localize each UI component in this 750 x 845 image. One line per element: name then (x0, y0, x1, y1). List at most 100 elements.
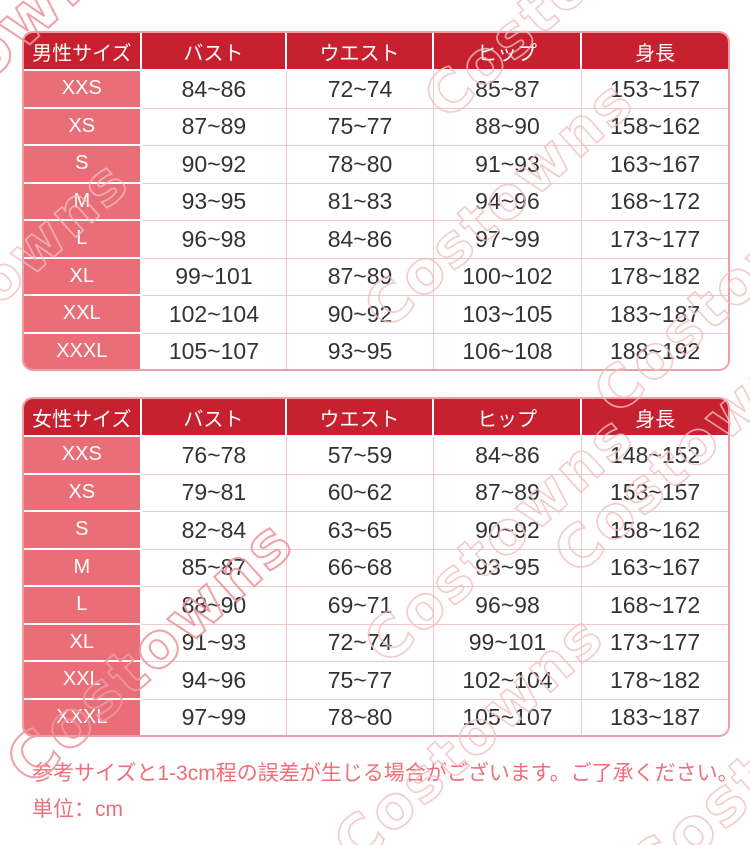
size-value-cell: 178~182 (582, 662, 728, 700)
size-value-cell: 97~99 (433, 221, 583, 259)
table-row: XL 91~93 72~74 99~101 173~177 (24, 624, 728, 662)
size-label-cell: XL (24, 624, 142, 662)
size-value-cell: 85~87 (141, 549, 288, 587)
table-title-cell: 男性サイズ (24, 33, 142, 71)
size-value-cell: 183~187 (582, 699, 728, 735)
size-label-cell: XXS (24, 71, 142, 109)
size-label-cell: L (24, 221, 142, 259)
size-value-cell: 81~83 (287, 183, 434, 221)
size-label-cell: XXXL (24, 699, 142, 735)
size-value-cell: 84~86 (141, 71, 288, 109)
size-value-cell: 163~167 (582, 549, 728, 587)
size-value-cell: 72~74 (287, 624, 434, 662)
size-value-cell: 66~68 (287, 549, 434, 587)
size-value-cell: 105~107 (433, 699, 583, 735)
table-row: M 93~95 81~83 94~96 168~172 (24, 183, 728, 221)
size-label-cell: XL (24, 258, 142, 296)
size-label-cell: XXL (24, 296, 142, 334)
size-value-cell: 78~80 (287, 146, 434, 184)
size-label-cell: XXXL (24, 333, 142, 369)
size-value-cell: 75~77 (287, 108, 434, 146)
size-label-cell: M (24, 549, 142, 587)
size-label-cell: M (24, 183, 142, 221)
size-label-cell: L (24, 587, 142, 625)
table-row: L 88~90 69~71 96~98 168~172 (24, 587, 728, 625)
size-value-cell: 102~104 (141, 296, 288, 334)
size-value-cell: 90~92 (287, 296, 434, 334)
size-value-cell: 90~92 (141, 146, 288, 184)
size-value-cell: 106~108 (433, 333, 583, 369)
column-header: バスト (141, 399, 288, 437)
size-value-cell: 91~93 (141, 624, 288, 662)
size-value-cell: 76~78 (141, 437, 288, 475)
table-row: S 90~92 78~80 91~93 163~167 (24, 146, 728, 184)
size-value-cell: 103~105 (433, 296, 583, 334)
column-header: ヒップ (433, 399, 583, 437)
size-value-cell: 84~86 (433, 437, 583, 475)
womens-size-table: 女性サイズ バスト ウエスト ヒップ 身長 XXS 76~78 57~59 84~86 148~… (22, 397, 730, 737)
size-value-cell: 88~90 (141, 587, 288, 625)
size-value-cell: 85~87 (433, 71, 583, 109)
size-value-cell: 93~95 (287, 333, 434, 369)
table-row: XL 99~101 87~89 100~102 178~182 (24, 258, 728, 296)
column-header: ウエスト (287, 399, 434, 437)
size-value-cell: 96~98 (433, 587, 583, 625)
size-value-cell: 93~95 (433, 549, 583, 587)
size-value-cell: 163~167 (582, 146, 728, 184)
table-row: S 82~84 63~65 90~92 158~162 (24, 512, 728, 550)
size-value-cell: 153~157 (582, 71, 728, 109)
unit-note: 単位：cm (32, 798, 123, 821)
size-value-cell: 60~62 (287, 474, 434, 512)
size-value-cell: 72~74 (287, 71, 434, 109)
table-row: XXXL 97~99 78~80 105~107 183~187 (24, 699, 728, 735)
tolerance-note: 参考サイズと1-3cm程の誤差が生じる場合がございます。ご了承ください。 (32, 762, 739, 785)
size-value-cell: 69~71 (287, 587, 434, 625)
size-value-cell: 158~162 (582, 108, 728, 146)
size-value-cell: 97~99 (141, 699, 288, 735)
size-value-cell: 87~89 (433, 474, 583, 512)
size-value-cell: 94~96 (433, 183, 583, 221)
size-value-cell: 75~77 (287, 662, 434, 700)
column-header: ウエスト (287, 33, 434, 71)
size-value-cell: 153~157 (582, 474, 728, 512)
size-label-cell: XXS (24, 437, 142, 475)
table-row: XS 87~89 75~77 88~90 158~162 (24, 108, 728, 146)
size-value-cell: 57~59 (287, 437, 434, 475)
size-value-cell: 168~172 (582, 183, 728, 221)
size-value-cell: 90~92 (433, 512, 583, 550)
table-row: M 85~87 66~68 93~95 163~167 (24, 549, 728, 587)
size-value-cell: 94~96 (141, 662, 288, 700)
size-value-cell: 63~65 (287, 512, 434, 550)
table-row: XXS 84~86 72~74 85~87 153~157 (24, 71, 728, 109)
table-row: XXXL 105~107 93~95 106~108 188~192 (24, 333, 728, 369)
size-value-cell: 173~177 (582, 624, 728, 662)
size-value-cell: 88~90 (433, 108, 583, 146)
column-header: ヒップ (433, 33, 583, 71)
table-row: XXS 76~78 57~59 84~86 148~152 (24, 437, 728, 475)
size-value-cell: 158~162 (582, 512, 728, 550)
size-value-cell: 102~104 (433, 662, 583, 700)
column-header: 身長 (582, 33, 728, 71)
size-value-cell: 79~81 (141, 474, 288, 512)
mens-size-table: 男性サイズ バスト ウエスト ヒップ 身長 XXS 84~86 72~74 85~87 153~… (22, 31, 730, 371)
size-value-cell: 100~102 (433, 258, 583, 296)
size-value-cell: 178~182 (582, 258, 728, 296)
column-header: バスト (141, 33, 288, 71)
table-header-row: 女性サイズ バスト ウエスト ヒップ 身長 (24, 399, 728, 437)
size-value-cell: 99~101 (141, 258, 288, 296)
size-value-cell: 168~172 (582, 587, 728, 625)
size-value-cell: 87~89 (141, 108, 288, 146)
size-value-cell: 173~177 (582, 221, 728, 259)
size-value-cell: 93~95 (141, 183, 288, 221)
size-value-cell: 148~152 (582, 437, 728, 475)
size-value-cell: 183~187 (582, 296, 728, 334)
size-value-cell: 84~86 (287, 221, 434, 259)
size-value-cell: 99~101 (433, 624, 583, 662)
size-value-cell: 82~84 (141, 512, 288, 550)
size-value-cell: 78~80 (287, 699, 434, 735)
size-value-cell: 96~98 (141, 221, 288, 259)
size-value-cell: 87~89 (287, 258, 434, 296)
table-row: L 96~98 84~86 97~99 173~177 (24, 221, 728, 259)
size-value-cell: 188~192 (582, 333, 728, 369)
table-title-cell: 女性サイズ (24, 399, 142, 437)
